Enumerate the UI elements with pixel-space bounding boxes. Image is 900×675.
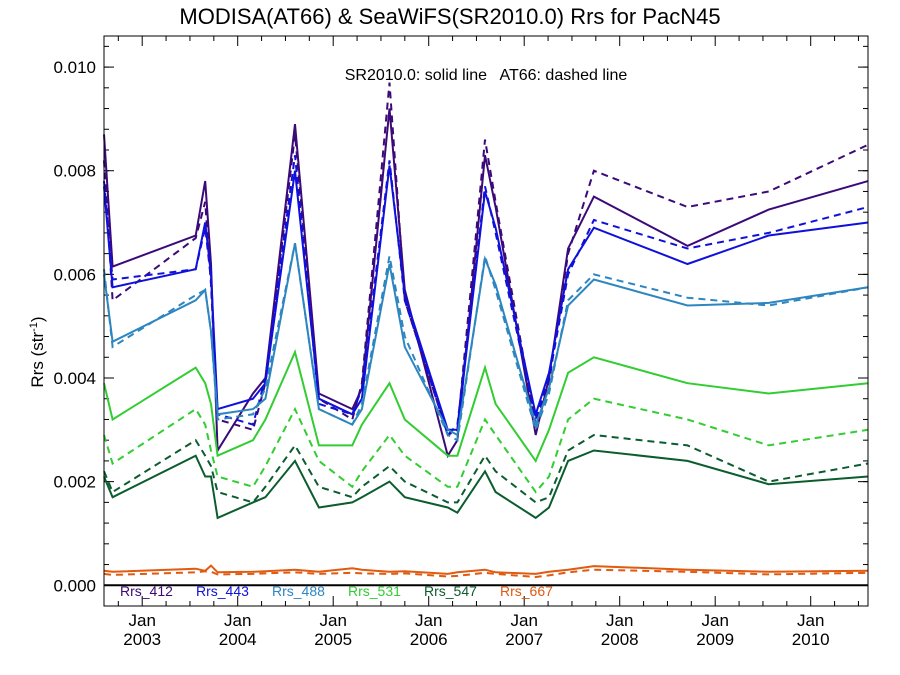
y-axis-label-main: Rrs (str (28, 332, 47, 388)
x-tick-label-month: Jan (606, 611, 633, 630)
x-tick-label-year: 2010 (792, 630, 830, 649)
x-tick-label-month: Jan (415, 611, 442, 630)
chart-annotation: SR2010.0: solid line AT66: dashed line (345, 67, 628, 84)
series-line-rrs-443-solid (103, 165, 869, 431)
y-axis-label: Rrs (str-1) (28, 316, 47, 387)
x-tick-label-year: 2004 (219, 630, 257, 649)
x-tick-label-month: Jan (797, 611, 824, 630)
series-line-rrs-531-dashed (103, 397, 869, 494)
x-tick-label-year: 2008 (601, 630, 639, 649)
y-tick-label: 0.000 (53, 576, 96, 595)
y-tick-label: 0.002 (53, 473, 96, 492)
legend-label-rrs-547: Rrs_547 (424, 583, 477, 599)
series-line-rrs-547-dashed (103, 433, 869, 504)
y-axis-label-sup: -1 (28, 322, 40, 332)
x-tick-label-month: Jan (319, 611, 346, 630)
legend-label-rrs-488: Rrs_488 (272, 583, 325, 599)
legend-label-rrs-443: Rrs_443 (196, 583, 249, 599)
legend-label-rrs-412: Rrs_412 (120, 583, 173, 599)
chart-title: MODISA(AT66) & SeaWiFS(SR2010.0) Rrs for… (179, 4, 720, 29)
series-line-rrs-443-dashed (103, 155, 869, 437)
series-line-rrs-547-solid (103, 449, 869, 520)
y-tick-label: 0.006 (53, 265, 96, 284)
plot-frame (103, 35, 869, 607)
x-tick-label-year: 2006 (410, 630, 448, 649)
series-line-rrs-531-solid (103, 349, 869, 463)
x-tick-label-year: 2003 (123, 630, 161, 649)
y-tick-label: 0.008 (53, 162, 96, 181)
x-tick-label-month: Jan (701, 611, 728, 630)
x-tick-label-month: Jan (510, 611, 537, 630)
x-tick-label-month: Jan (128, 611, 155, 630)
x-tick-label-year: 2005 (314, 630, 352, 649)
x-tick-label-year: 2007 (505, 630, 543, 649)
legend-label-rrs-667: Rrs_667 (500, 583, 553, 599)
x-tick-label-month: Jan (224, 611, 251, 630)
series-layer (103, 82, 869, 579)
series-line-rrs-412-solid (103, 108, 869, 459)
series-line-rrs-488-solid (103, 243, 869, 437)
series-line-rrs-488-dashed (103, 243, 869, 442)
y-axis-label-close: ) (28, 316, 47, 322)
x-tick-label-year: 2009 (696, 630, 734, 649)
legend-label-rrs-531: Rrs_531 (348, 583, 401, 599)
y-tick-label: 0.010 (53, 58, 96, 77)
series-line-rrs-667-solid (103, 564, 869, 575)
axes: 0.0000.0020.0040.0060.0080.010Jan2003Jan… (53, 36, 868, 649)
y-tick-label: 0.004 (53, 369, 96, 388)
legend: Rrs_412 Rrs_443 Rrs_488 Rrs_531 Rrs_547 Rrs_6… (120, 583, 553, 599)
